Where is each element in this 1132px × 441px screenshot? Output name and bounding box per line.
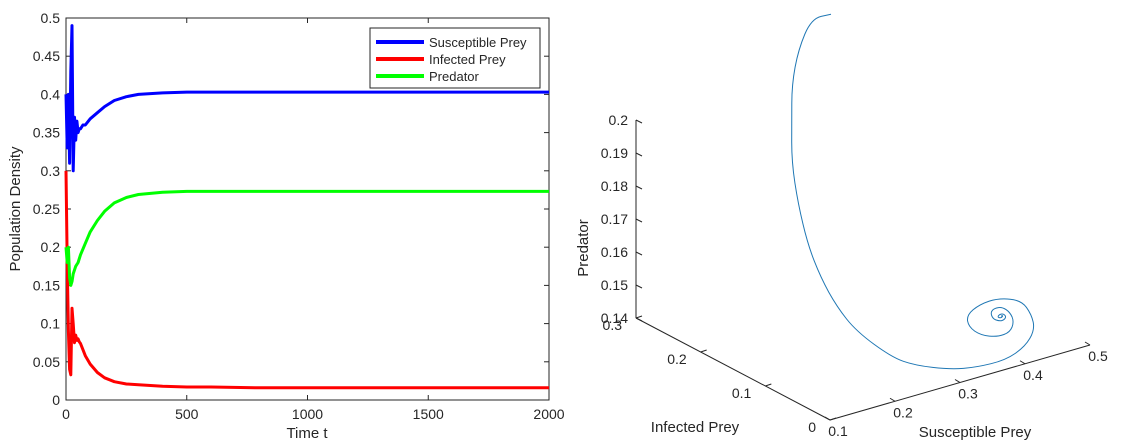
trajectory-line xyxy=(791,13,1035,370)
x-axis: 0 500 1000 1500 2000 xyxy=(62,18,565,422)
y-tick-label: 0 xyxy=(808,419,816,435)
y-tick-label: 0.05 xyxy=(33,354,60,370)
z-tick-label: 0.14 xyxy=(601,310,628,326)
z-tick-mark xyxy=(635,152,643,157)
z-tick-mark xyxy=(635,119,643,124)
x-tick-label: 1000 xyxy=(292,406,323,422)
z-tick-label: 0.19 xyxy=(601,145,628,161)
y-tick-label: 0 xyxy=(52,392,60,408)
series-line-predator xyxy=(64,189,549,287)
x-ticks: 0.1 0.2 0.3 0.4 0.5 xyxy=(824,341,1108,439)
y-tick-label: 0.2 xyxy=(41,239,61,255)
series-lines xyxy=(64,24,549,390)
x-tick-mark xyxy=(954,379,961,383)
y-tick-mark xyxy=(635,315,643,319)
z-tick-label: 0.18 xyxy=(601,178,628,194)
y-ticks: 0 0.1 0.2 0.3 xyxy=(603,315,837,435)
y-tick-mark xyxy=(765,383,772,387)
x-tick-mark xyxy=(889,397,896,402)
x-tick-label: 2000 xyxy=(533,406,564,422)
x-axis-label: Time t xyxy=(286,425,328,441)
z-tick-label: 0.16 xyxy=(601,244,628,260)
series-line-susceptible-prey xyxy=(64,24,549,173)
z-ticks: 0.14 0.15 0.16 0.17 0.18 0.19 0.2 xyxy=(601,112,643,326)
legend-label: Predator xyxy=(429,69,480,84)
y-tick-label: 0.35 xyxy=(33,125,60,141)
z-tick-mark xyxy=(635,317,643,322)
legend-label: Susceptible Prey xyxy=(429,35,527,50)
legend: Susceptible Prey Infected Prey Predator xyxy=(369,27,541,89)
x-tick-label: 0.5 xyxy=(1088,348,1108,364)
axes-3d xyxy=(635,120,1091,421)
phase-trajectory-3d: 0.14 0.15 0.16 0.17 0.18 0.19 0.2 0 0.1 0.2 0.3 0… xyxy=(575,13,1108,441)
z-tick-label: 0.2 xyxy=(609,112,629,128)
y-axis-line xyxy=(635,317,831,421)
z-tick-mark xyxy=(635,218,643,223)
y-tick-label: 0.3 xyxy=(603,317,623,333)
x-tick-label: 0.2 xyxy=(893,404,913,420)
x-tick-label: 0.3 xyxy=(958,386,978,402)
y-tick-label: 0.4 xyxy=(41,86,61,102)
y-tick-mark xyxy=(700,349,707,353)
x-axis-label-3d: Susceptible Prey xyxy=(919,424,1032,441)
z-axis-label: Predator xyxy=(575,219,592,277)
y-tick-label: 0.25 xyxy=(33,201,60,217)
x-tick-mark xyxy=(824,416,831,421)
x-tick-mark xyxy=(1084,341,1091,346)
y-tick-label: 0.1 xyxy=(41,316,61,332)
z-tick-label: 0.17 xyxy=(601,211,628,227)
time-series-chart: 0 0.05 0.1 0.15 0.2 0.25 0.3 0.35 0.4 0.45 0.5 0 50… xyxy=(7,10,565,441)
x-tick-label: 0 xyxy=(62,406,70,422)
y-tick-label: 0.3 xyxy=(41,163,61,179)
z-tick-label: 0.15 xyxy=(601,277,628,293)
x-tick-label: 0.1 xyxy=(828,423,848,439)
y-axis-label: Population Density xyxy=(7,146,24,272)
z-tick-mark xyxy=(635,284,643,289)
z-tick-mark xyxy=(635,251,643,256)
series-line-infected-prey xyxy=(64,170,549,390)
z-tick-mark xyxy=(635,185,643,190)
y-tick-mark xyxy=(829,417,837,421)
y-tick-label: 0.2 xyxy=(667,351,687,367)
x-tick-mark xyxy=(1019,360,1026,365)
y-tick-label: 0.1 xyxy=(732,385,752,401)
y-axis: 0 0.05 0.1 0.15 0.2 0.25 0.3 0.35 0.4 0.45 0.5 xyxy=(33,10,549,408)
x-tick-label: 500 xyxy=(175,406,199,422)
y-tick-label: 0.5 xyxy=(41,10,61,26)
y-axis-label-3d: Infected Prey xyxy=(651,419,740,436)
y-tick-label: 0.45 xyxy=(33,48,60,64)
x-tick-label: 0.4 xyxy=(1023,367,1043,383)
legend-label: Infected Prey xyxy=(429,52,506,67)
x-tick-label: 1500 xyxy=(413,406,444,422)
y-tick-label: 0.15 xyxy=(33,277,60,293)
